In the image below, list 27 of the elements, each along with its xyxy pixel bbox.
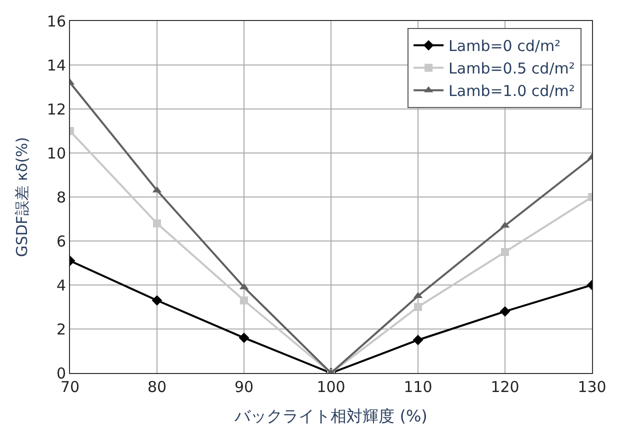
point <box>238 332 250 343</box>
point <box>412 334 424 346</box>
y-tick-label: 10 <box>46 144 66 162</box>
y-tick-label: 12 <box>46 100 66 118</box>
x-tick-label: 130 <box>578 378 606 396</box>
y-tick-label: 8 <box>56 188 66 206</box>
x-tick-label: 100 <box>316 378 346 396</box>
legend-label: Lamb=0.5 cd/m² <box>448 60 575 78</box>
y-tick-label: 14 <box>46 56 66 74</box>
point <box>501 248 509 256</box>
point <box>414 303 422 311</box>
point <box>500 306 510 317</box>
x-tick-label: 80 <box>147 378 167 396</box>
x-tick-label: 110 <box>404 378 432 396</box>
y-tick-label: 4 <box>56 276 66 294</box>
y-tick-label: 2 <box>56 320 66 338</box>
x-tick-label: 120 <box>490 378 520 396</box>
point <box>152 295 162 306</box>
y-axis-title: GSDF誤差 κδ(%) <box>13 136 32 258</box>
y-tick-label: 16 <box>46 12 66 30</box>
legend-label: Lamb=0 cd/m² <box>448 37 561 56</box>
y-tick-label: 6 <box>56 232 66 250</box>
point <box>153 219 161 228</box>
x-tick-label: 90 <box>234 378 254 396</box>
legend-label: Lamb=1.0 cd/m² <box>448 82 575 100</box>
x-axis-title: バックライト相対輝度 (%) <box>234 406 428 426</box>
point <box>240 296 248 304</box>
